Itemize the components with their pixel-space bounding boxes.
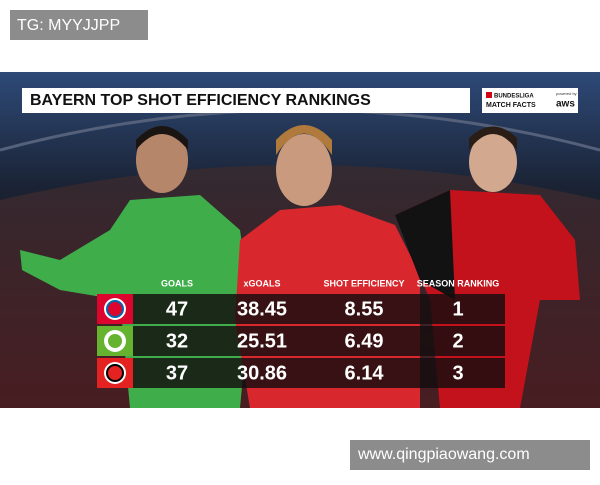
cell-value: 25.51: [237, 330, 287, 352]
cell-value: 2: [452, 330, 463, 352]
column-header: SHOT EFFICIENCY: [323, 278, 404, 288]
watermark-text: www.qingpiaowang.com: [357, 446, 530, 463]
title: BAYERN TOP SHOT EFFICIENCY RANKINGS: [30, 92, 371, 109]
row-background: [97, 326, 505, 356]
logo-powered: powered by: [556, 91, 577, 96]
title-bar: [22, 88, 470, 113]
column-header: SEASON RANKING: [417, 278, 500, 288]
logo-box: [482, 88, 578, 113]
cell-value: 37: [166, 362, 188, 384]
logo-line2: MATCH FACTS: [486, 102, 536, 109]
logo-mark: [486, 92, 492, 98]
club-badge-inner: [106, 332, 124, 350]
row-background: [97, 294, 505, 324]
cell-value: 38.45: [237, 298, 287, 320]
cell-value: 32: [166, 330, 188, 352]
cell-value: 3: [452, 362, 463, 384]
watermark-box: [10, 10, 148, 40]
watermark-text: TG: MYYJJPP: [17, 17, 120, 34]
club-badge-inner: [106, 300, 124, 318]
row-background: [97, 358, 505, 388]
stats-table: GOALS xGOALS SHOT EFFICIENCY SEASON RANKING…: [97, 278, 505, 388]
cell-value: 30.86: [237, 362, 287, 384]
logo-line1: BUNDESLIGA: [494, 94, 534, 100]
club-badge-inner: [106, 364, 124, 382]
cell-value: 1: [452, 298, 463, 320]
logo-brand: aws: [556, 99, 575, 110]
cell-value: 47: [166, 298, 188, 320]
cell-value: 6.14: [345, 362, 385, 384]
cell-value: 6.49: [345, 330, 384, 352]
column-header: GOALS: [161, 278, 193, 288]
watermark-box: [350, 440, 590, 470]
cell-value: 8.55: [345, 298, 384, 320]
column-header: xGOALS: [243, 278, 280, 288]
